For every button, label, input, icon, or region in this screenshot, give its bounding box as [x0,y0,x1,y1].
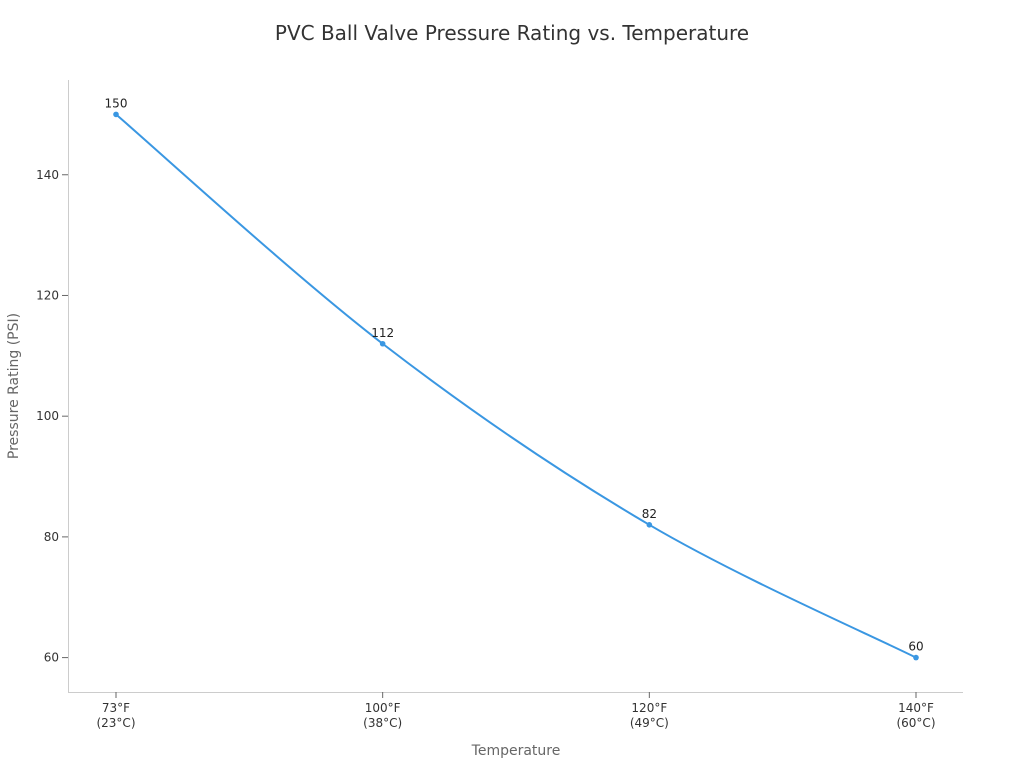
x-axis-ticks: 73°F (23°C) 100°F (38°C) 120°F (49°C) 140°F (60… [96,692,936,730]
x-tick-label: 120°F (49°C) [630,701,669,730]
y-tick-label: 60 [44,651,59,665]
data-labels: 150 112 82 60 [105,96,924,653]
x-tick-label-line-celsius: (49°C) [630,716,669,730]
series-line [115,113,917,659]
y-tick-label: 100 [36,409,59,423]
x-tick-label-line-fahrenheit: 73°F [102,701,130,715]
y-tick-label: 140 [36,168,59,182]
data-label: 112 [371,326,394,340]
data-point [113,111,119,118]
series-points [113,111,919,661]
x-tick-label-line-celsius: (38°C) [363,716,402,730]
y-axis-ticks: 60 80 100 120 140 [36,168,68,665]
x-tick-label-line-fahrenheit: 140°F [898,701,934,715]
data-label: 60 [908,640,923,654]
data-point [646,522,653,528]
x-tick-label-line-celsius: (23°C) [96,716,135,730]
y-tick-label: 120 [36,288,59,302]
data-point [913,654,919,661]
x-tick-label-line-fahrenheit: 100°F [365,701,401,715]
x-tick-label: 73°F (23°C) [96,701,135,730]
data-label: 82 [642,507,657,521]
x-tick-label-line-celsius: (60°C) [896,716,935,730]
chart-title: PVC Ball Valve Pressure Rating vs. Tempe… [275,21,749,45]
y-axis-title: Pressure Rating (PSI) [6,313,22,459]
x-axis-title: Temperature [471,743,561,759]
x-tick-label: 100°F (38°C) [363,701,402,730]
x-tick-label-line-fahrenheit: 120°F [631,701,667,715]
y-tick-label: 80 [44,530,59,544]
data-label: 150 [105,96,128,110]
x-tick-label: 140°F (60°C) [896,701,935,730]
data-point [379,340,386,347]
